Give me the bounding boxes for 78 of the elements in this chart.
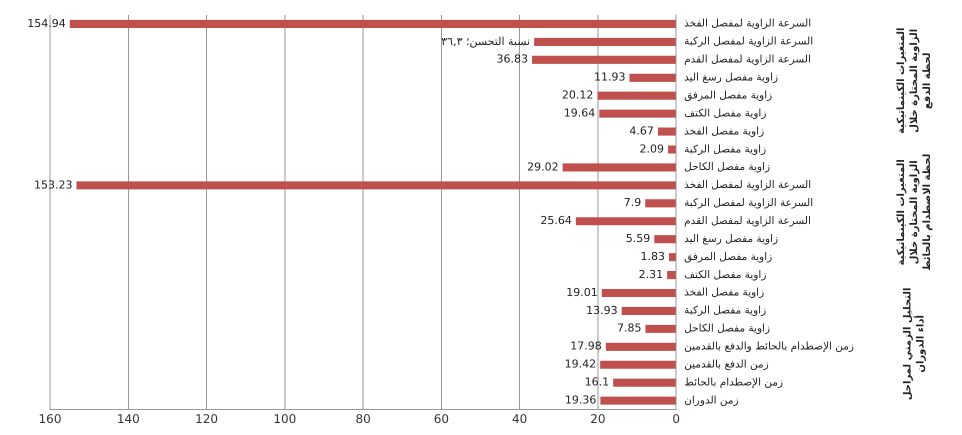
y-tick-label: زاوية مفصل الركبة xyxy=(684,304,766,317)
data-label: 7.9 xyxy=(624,196,642,210)
data-label: 19.01 xyxy=(566,286,598,299)
x-tick-label: 100 xyxy=(273,412,296,426)
data-label: 19.42 xyxy=(564,358,596,371)
data-label: 20.12 xyxy=(562,88,594,102)
y-tick-label: زاوية مفصل المرفق xyxy=(684,250,772,263)
y-tick-label: السرعة الزاوية لمفصل الركبة xyxy=(684,197,814,210)
data-label: 4.67 xyxy=(629,124,654,138)
bar xyxy=(562,163,676,172)
y-tick-label: زاوية مفصل الكتف xyxy=(684,268,766,281)
data-label: 19.36 xyxy=(564,393,596,406)
y-tick-label: زاوية مفصل رسغ اليد xyxy=(684,72,778,84)
y-tick-label: زمن الدوران xyxy=(684,394,739,406)
y-tick-label: زاوية مفصل الكاحل xyxy=(684,161,770,174)
text: التحليل الزمني لمراحل أداء الدوران xyxy=(902,288,927,400)
y-tick-label: زاوية مفصل الفخذ xyxy=(684,125,764,138)
y-tick-label: زاوية مفصل الفخذ xyxy=(684,286,764,299)
bar xyxy=(613,378,676,387)
bar xyxy=(602,288,676,298)
y-tick-label: زمن الإصطدام بالحائط xyxy=(684,376,784,388)
data-label: 1.83 xyxy=(640,250,666,263)
y-tick-label: زاوية مفصل الركبة xyxy=(684,143,766,156)
bar xyxy=(645,199,676,208)
x-tick-label: 20 xyxy=(590,412,606,426)
bar xyxy=(654,235,676,244)
y-tick-label: زاوية مفصل الكتف xyxy=(684,107,766,120)
y-tick-label: السرعة الزاوية لمفصل الركبة xyxy=(684,36,814,48)
text: المتغيرات الكينماتيكية الزاوية المختارة خلال لحظة الاصطدام بالحائط xyxy=(896,154,934,271)
data-label: 13.93 xyxy=(586,304,618,317)
data-label: 16.1 xyxy=(584,376,610,389)
x-tick-label: 0 xyxy=(672,412,680,426)
data-label: 36.83 xyxy=(496,52,528,66)
bar xyxy=(532,56,676,64)
bar xyxy=(534,38,676,46)
text: المتغيرات الكينماتيكية الزاوية المختارة خلال لحظة الدفع xyxy=(896,28,934,134)
bar xyxy=(70,20,676,28)
bar xyxy=(600,396,676,405)
bar xyxy=(629,74,676,82)
bar xyxy=(600,360,676,369)
data-label: 154.94 xyxy=(27,16,66,30)
y-tick-label: زاوية مفصل الكاحل xyxy=(684,322,770,335)
data-label: 7.85 xyxy=(616,322,642,335)
bar xyxy=(668,145,676,154)
data-label: نسبة التحسن؛ ٣٦,٣ xyxy=(441,34,530,48)
bar xyxy=(599,110,676,118)
data-label: 25.64 xyxy=(540,214,572,228)
y-tick-label: زمن الدفع بالقدمين xyxy=(684,358,769,370)
data-label: 17.98 xyxy=(570,340,602,353)
bar xyxy=(667,271,676,280)
y-tick-label: زمن الإصطدام بالحائط والدفع بالقدمين xyxy=(684,340,854,353)
x-tick-label: 120 xyxy=(195,412,218,426)
y-tick-label: السرعة الزاوية لمفصل الفخذ xyxy=(684,179,812,192)
bar xyxy=(576,217,676,226)
data-label: 29.02 xyxy=(527,160,559,174)
bar xyxy=(606,342,676,351)
y-tick-label: السرعة الزاوية لمفصل القدم xyxy=(684,54,811,66)
y-tick-label: السرعة الزاوية لمفصل القدم xyxy=(684,215,811,228)
bar xyxy=(645,324,676,333)
x-tick-label: 140 xyxy=(116,412,140,426)
x-tick-label: 80 xyxy=(355,412,371,426)
bar xyxy=(669,253,676,262)
bar xyxy=(76,181,676,190)
data-label: 2.31 xyxy=(638,268,664,281)
x-tick-label: 160 xyxy=(38,412,62,426)
bar xyxy=(597,92,676,100)
data-label: 11.93 xyxy=(594,70,626,84)
bar xyxy=(658,128,676,136)
bar xyxy=(622,306,676,315)
y-tick-label: زاوية مفصل رسغ اليد xyxy=(684,232,778,245)
data-label: 153.23 xyxy=(34,178,72,192)
data-label: 19.64 xyxy=(564,106,596,120)
x-tick-label: 40 xyxy=(512,412,528,426)
y-tick-label: السرعة الزاوية لمفصل الفخذ xyxy=(684,18,812,30)
data-label: 5.59 xyxy=(626,232,650,246)
x-tick-label: 60 xyxy=(434,412,449,426)
y-tick-label: زاوية مفصل المرفق xyxy=(684,89,772,102)
data-label: 2.09 xyxy=(639,142,664,156)
